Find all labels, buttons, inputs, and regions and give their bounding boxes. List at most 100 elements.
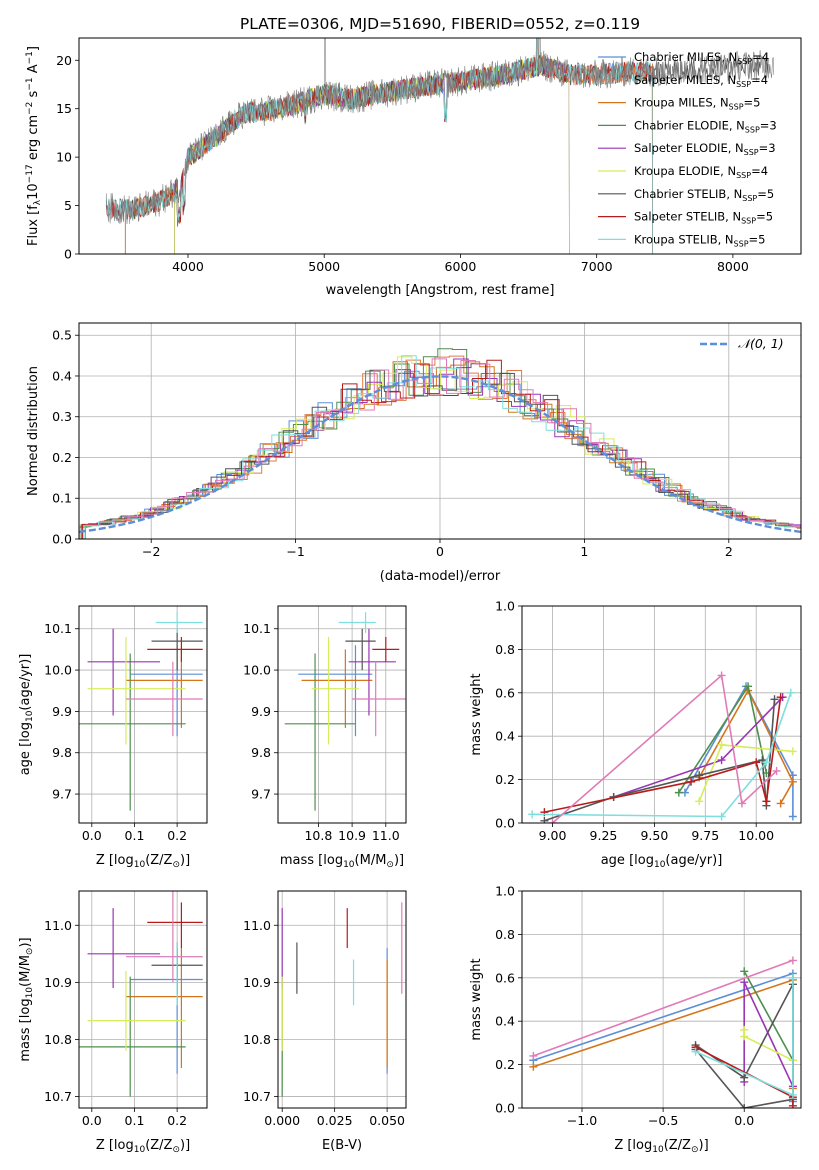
data-point bbox=[298, 645, 373, 737]
x-tick-label: −1 bbox=[286, 544, 304, 559]
weight-marker bbox=[717, 740, 726, 749]
y-tick-label: 10.9 bbox=[243, 975, 271, 990]
x-tick-label: 0.0 bbox=[734, 1113, 754, 1128]
y-tick-label: 9.7 bbox=[52, 787, 72, 802]
x-tick-label: 0.025 bbox=[317, 1113, 353, 1128]
weight-marker bbox=[740, 1073, 749, 1082]
x-tick-label: 5000 bbox=[308, 259, 340, 274]
y-tick-label: 9.9 bbox=[251, 704, 271, 719]
weight-marker bbox=[788, 1090, 797, 1099]
gridlines bbox=[79, 606, 207, 823]
weight-marker bbox=[548, 819, 557, 823]
weight-marker bbox=[762, 797, 771, 806]
legend-label: 𝒩(0, 1) bbox=[738, 336, 784, 351]
x-tick-label: 2 bbox=[725, 544, 733, 559]
x-axis-label: E(B-V) bbox=[322, 1138, 362, 1153]
weight-marker bbox=[762, 758, 771, 767]
x-tick-label: 0.050 bbox=[369, 1113, 405, 1128]
y-tick-label: 10.8 bbox=[243, 1032, 271, 1047]
y-tick-label: 1.0 bbox=[495, 884, 515, 899]
y-tick-label: 0.2 bbox=[495, 772, 515, 787]
y-tick-label: 10.9 bbox=[44, 975, 72, 990]
x-tick-label: 10.8 bbox=[304, 828, 332, 843]
x-tick-label: 0.2 bbox=[167, 828, 187, 843]
gridlines bbox=[278, 606, 406, 823]
weight-marker bbox=[717, 756, 726, 765]
weight-lines bbox=[529, 956, 797, 1108]
data-point bbox=[87, 628, 161, 716]
weight-marker bbox=[740, 967, 749, 976]
data-point bbox=[348, 628, 396, 716]
x-tick-label: 10.00 bbox=[738, 828, 774, 843]
y-tick-label: 10.1 bbox=[44, 621, 72, 636]
spectrum-legend: Chabrier MILES, NSSP=4 Salpeter MILES, NS… bbox=[598, 50, 777, 248]
y-tick-label: 9.9 bbox=[52, 704, 72, 719]
weight-line bbox=[544, 696, 782, 813]
data-point bbox=[87, 970, 186, 1051]
histogram-step bbox=[85, 358, 801, 539]
y-axis-label: age [log10(age/yr)] bbox=[18, 654, 35, 776]
histogram-step bbox=[80, 363, 801, 539]
spectrum-data bbox=[105, 38, 775, 254]
data-point bbox=[130, 645, 203, 737]
axes-frame bbox=[521, 605, 802, 824]
weight-marker bbox=[788, 812, 797, 821]
data-point bbox=[130, 948, 203, 1074]
y-tick-label: 0.0 bbox=[52, 532, 72, 547]
weight-marker bbox=[717, 671, 726, 680]
legend-label: Chabrier STELIB, NSSP=5 bbox=[634, 187, 774, 203]
axes-frame bbox=[78, 605, 208, 824]
x-axis-label: (data-model)/error bbox=[380, 569, 501, 584]
axes-frame bbox=[78, 322, 802, 540]
y-tick-label: 11.0 bbox=[243, 918, 271, 933]
histogram-step bbox=[79, 370, 801, 528]
panel-residuals: −2 −1 0 1 2 0.0 0.1 0.2 0.3 0.4 0.5 (data-model)/er… bbox=[26, 322, 802, 584]
data-point bbox=[79, 976, 186, 1097]
y-tick-label: 10.7 bbox=[44, 1089, 72, 1104]
panel-weight_vs_Z: −1.0 −0.5 0.0 0.0 0.2 0.4 0.6 0.8 1.0 Z [log10(Z/… bbox=[469, 884, 802, 1155]
x-tick-label: 6000 bbox=[445, 259, 477, 274]
y-axis-label: mass weight bbox=[469, 958, 484, 1040]
data-point bbox=[147, 902, 203, 949]
weight-marker bbox=[752, 758, 761, 767]
data-point bbox=[311, 637, 359, 745]
x-axis-label: Z [log10(Z/Z⊙)] bbox=[614, 1138, 708, 1155]
weight-marker bbox=[695, 771, 704, 780]
y-tick-label: 0.5 bbox=[52, 328, 72, 343]
x-axis-label: mass [log10(M/M⊙)] bbox=[280, 853, 404, 870]
weight-line bbox=[698, 688, 794, 804]
histograms bbox=[79, 348, 801, 539]
legend-label: Salpeter STELIB, NSSP=5 bbox=[634, 210, 773, 226]
data-point bbox=[87, 908, 161, 989]
errorbars bbox=[79, 891, 203, 1097]
weight-lines bbox=[528, 671, 797, 823]
y-tick-label: 10.0 bbox=[243, 663, 271, 678]
observed-spectrum bbox=[105, 38, 775, 225]
histogram-step bbox=[79, 348, 801, 528]
y-tick-label: 0.0 bbox=[495, 1101, 515, 1116]
weight-line bbox=[533, 959, 794, 1057]
weight-marker bbox=[737, 799, 746, 808]
y-tick-label: 0.4 bbox=[495, 1014, 515, 1029]
x-tick-label: 9.50 bbox=[640, 828, 668, 843]
panel-mass_vs_ebv: 0.000 0.025 0.050 10.7 10.8 10.9 11.0 E(B-V) bbox=[243, 890, 407, 1153]
x-tick-label: 0.2 bbox=[167, 1113, 187, 1128]
x-tick-label: −0.5 bbox=[648, 1113, 678, 1128]
panel-spectrum: 4000 5000 6000 7000 8000 0 5 10 15 20 wavelength [… bbox=[25, 37, 802, 298]
x-tick-label: 0.0 bbox=[82, 1113, 102, 1128]
residual-legend: 𝒩(0, 1) bbox=[700, 336, 784, 351]
x-tick-label: −2 bbox=[142, 544, 160, 559]
weight-line bbox=[544, 699, 776, 822]
y-tick-label: 10 bbox=[56, 150, 72, 165]
y-tick-label: 0.6 bbox=[495, 685, 515, 700]
y-tick-label: 0.4 bbox=[52, 368, 72, 383]
weight-marker bbox=[786, 688, 795, 697]
gridlines bbox=[79, 323, 801, 540]
histogram-step bbox=[83, 355, 801, 539]
x-tick-label: 9.00 bbox=[539, 828, 567, 843]
gridlines bbox=[79, 891, 207, 1108]
weight-line bbox=[551, 673, 778, 823]
legend-label: Chabrier ELODIE, NSSP=3 bbox=[634, 118, 777, 134]
x-axis-label: age [log10(age/yr)] bbox=[601, 853, 723, 870]
